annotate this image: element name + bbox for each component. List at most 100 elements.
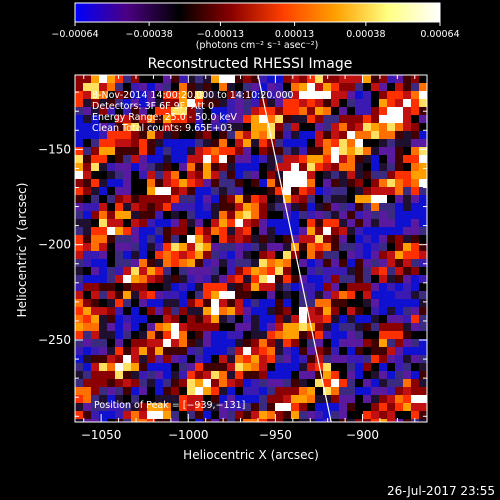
heatmap-cell (139, 163, 148, 172)
heatmap-cell (275, 203, 284, 212)
heatmap-cell (419, 291, 427, 300)
heatmap-cell (267, 91, 276, 100)
heatmap-cell (259, 131, 268, 140)
heatmap-cell (99, 235, 108, 244)
heatmap-cell (411, 259, 420, 268)
heatmap-cell (403, 147, 412, 156)
heatmap-cell (243, 131, 252, 140)
heatmap-cell (243, 155, 252, 164)
heatmap-cell (379, 243, 388, 252)
heatmap-cell (371, 291, 380, 300)
heatmap-cell (291, 219, 300, 228)
heatmap-cell (147, 395, 156, 404)
heatmap-cell (211, 403, 220, 412)
heatmap-cell (419, 403, 427, 412)
heatmap-cell (179, 83, 188, 92)
heatmap-cell (355, 315, 364, 324)
heatmap-cell (267, 259, 276, 268)
heatmap-cell (371, 307, 380, 316)
heatmap-cell (123, 99, 132, 108)
heatmap-cell (179, 275, 188, 284)
heatmap-cell (307, 219, 316, 228)
heatmap-cell (187, 211, 196, 220)
heatmap-cell (371, 371, 380, 380)
heatmap-cell (403, 211, 412, 220)
heatmap-cell (163, 187, 172, 196)
heatmap-cell (315, 203, 324, 212)
heatmap-cell (219, 171, 228, 180)
heatmap-cell (139, 299, 148, 308)
heatmap-cell (187, 227, 196, 236)
heatmap-cell (75, 115, 84, 124)
heatmap-cell (83, 379, 92, 388)
heatmap-cell (331, 115, 340, 124)
heatmap-cell (259, 123, 268, 132)
heatmap-cell (331, 267, 340, 276)
heatmap-cell (251, 275, 260, 284)
heatmap-cell (147, 155, 156, 164)
heatmap-cell (139, 315, 148, 324)
heatmap-cell (115, 155, 124, 164)
heatmap-cell (179, 195, 188, 204)
heatmap-cell (179, 291, 188, 300)
heatmap-cell (331, 187, 340, 196)
heatmap-cell (331, 371, 340, 380)
heatmap-cell (395, 259, 404, 268)
heatmap-cell (195, 203, 204, 212)
heatmap-cell (147, 291, 156, 300)
heatmap-cell (267, 115, 276, 124)
heatmap-cell (291, 123, 300, 132)
heatmap-cell (355, 251, 364, 260)
heatmap-cell (307, 307, 316, 316)
heatmap-cell (331, 203, 340, 212)
heatmap-cell (379, 139, 388, 148)
heatmap-cell (267, 147, 276, 156)
heatmap-cell (379, 275, 388, 284)
heatmap-cell (171, 379, 180, 388)
heatmap-cell (323, 339, 332, 348)
heatmap-cell (147, 171, 156, 180)
heatmap-cell (235, 131, 244, 140)
heatmap-cell (331, 179, 340, 188)
heatmap-cell (315, 163, 324, 172)
heatmap-cell (403, 107, 412, 116)
heatmap-cell (243, 211, 252, 220)
heatmap-cell (115, 403, 124, 412)
heatmap-cell (219, 139, 228, 148)
heatmap-cell (403, 195, 412, 204)
heatmap-cell (139, 371, 148, 380)
heatmap-cell (275, 363, 284, 372)
heatmap-cell (227, 267, 236, 276)
heatmap-cell (219, 99, 228, 108)
heatmap-cell (275, 91, 284, 100)
heatmap-cell (139, 195, 148, 204)
heatmap-cell (235, 331, 244, 340)
heatmap-cell (211, 163, 220, 172)
heatmap-cell (235, 123, 244, 132)
heatmap-cell (107, 235, 116, 244)
heatmap-cell (267, 315, 276, 324)
heatmap-cell (347, 331, 356, 340)
heatmap-cell (355, 411, 364, 420)
heatmap-cell (347, 243, 356, 252)
heatmap-cell (155, 123, 164, 132)
heatmap-cell (387, 283, 396, 292)
heatmap-cell (371, 379, 380, 388)
heatmap-cell (75, 355, 84, 364)
y-tick-label: −150 (38, 142, 71, 156)
heatmap-cell (283, 235, 292, 244)
heatmap-cell (403, 83, 412, 92)
heatmap-cell (315, 115, 324, 124)
heatmap-cell (307, 83, 316, 92)
heatmap-cell (99, 187, 108, 196)
heatmap-cell (99, 387, 108, 396)
heatmap-cell (403, 171, 412, 180)
heatmap-cell (299, 83, 308, 92)
heatmap-cell (203, 323, 212, 332)
heatmap-cell (83, 347, 92, 356)
heatmap-cell (179, 379, 188, 388)
heatmap-cell (395, 91, 404, 100)
heatmap-cell (219, 363, 228, 372)
heatmap-cell (211, 299, 220, 308)
heatmap-cell (323, 83, 332, 92)
